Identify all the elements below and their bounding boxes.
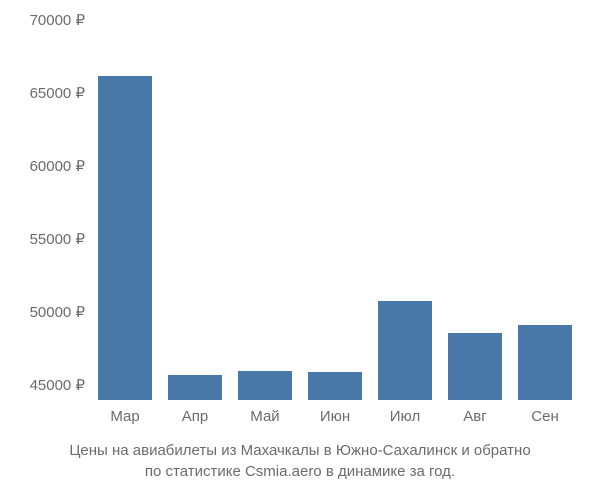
xtick-Июл: Июл xyxy=(370,408,440,425)
xtick-Авг: Авг xyxy=(440,408,510,425)
ytick-55000: 55000 ₽ xyxy=(20,230,85,248)
bar-Мар xyxy=(98,76,153,400)
chart-area xyxy=(90,20,580,400)
ytick-50000: 50000 ₽ xyxy=(20,303,85,321)
ytick-70000: 70000 ₽ xyxy=(20,11,85,29)
bar-Авг xyxy=(448,333,503,400)
bar-plot xyxy=(90,20,580,400)
bar-Май xyxy=(238,371,293,400)
ytick-65000: 65000 ₽ xyxy=(20,84,85,102)
caption-line-2: по статистике Csmia.aero в динамике за г… xyxy=(0,461,600,482)
xtick-Июн: Июн xyxy=(300,408,370,425)
xtick-Сен: Сен xyxy=(510,408,580,425)
ytick-60000: 60000 ₽ xyxy=(20,157,85,175)
xtick-Мар: Мар xyxy=(90,408,160,425)
caption-line-1: Цены на авиабилеты из Махачкалы в Южно-С… xyxy=(0,440,600,461)
xtick-Май: Май xyxy=(230,408,300,425)
ytick-45000: 45000 ₽ xyxy=(20,376,85,394)
bar-Сен xyxy=(518,325,573,400)
bar-Апр xyxy=(168,375,223,400)
bar-Июн xyxy=(308,372,363,400)
chart-caption: Цены на авиабилеты из Махачкалы в Южно-С… xyxy=(0,440,600,482)
bar-Июл xyxy=(378,301,433,400)
xtick-Апр: Апр xyxy=(160,408,230,425)
